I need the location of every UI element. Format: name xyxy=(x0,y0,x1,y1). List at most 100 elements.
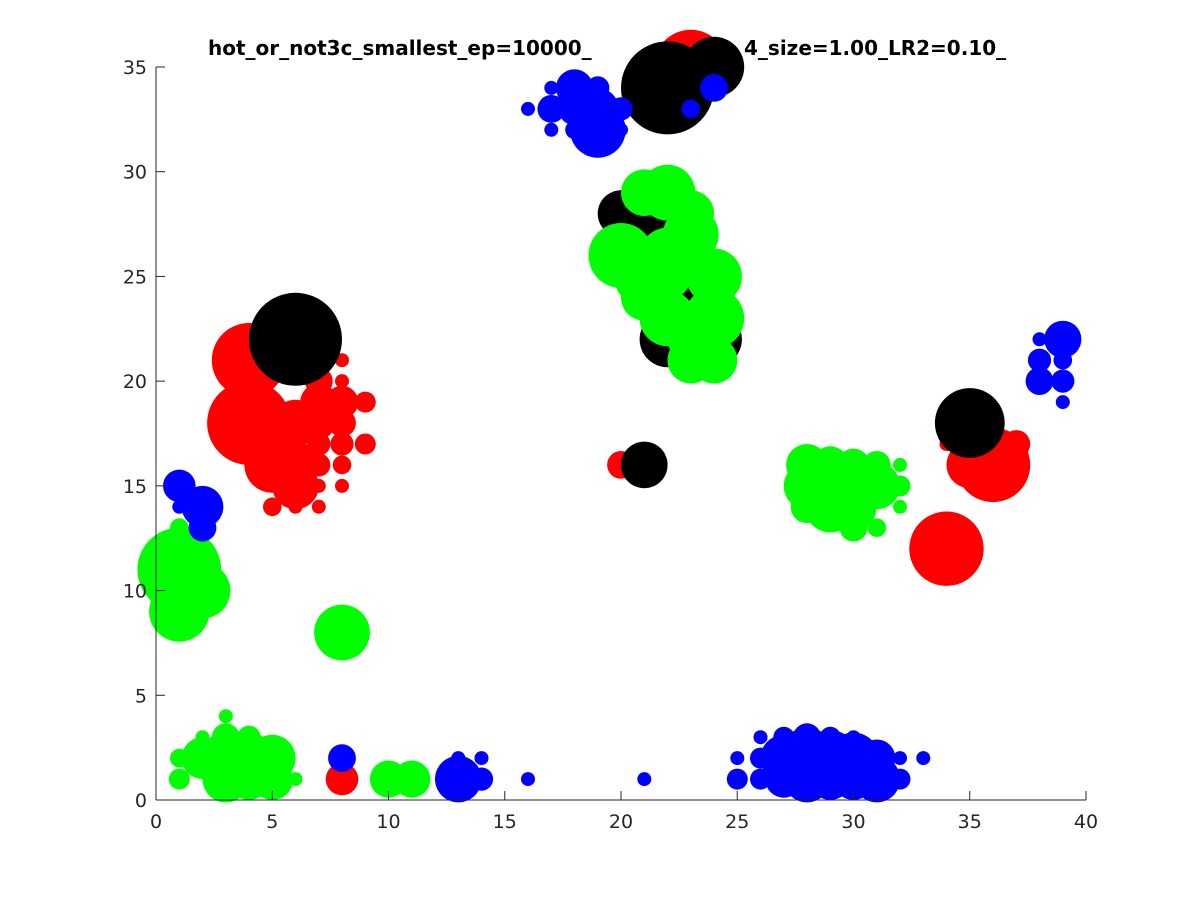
point-red-15 xyxy=(332,455,352,475)
y-tick-label: 35 xyxy=(123,57,147,79)
point-red-25 xyxy=(354,391,376,413)
point-green-47 xyxy=(837,448,870,482)
point-green-2 xyxy=(174,562,231,619)
point-blue-33 xyxy=(730,751,745,766)
point-red-33 xyxy=(1002,430,1031,458)
point-red-7 xyxy=(272,441,319,489)
chart-title: hot_or_not3c_smallest_ep=10000_ xyxy=(208,36,592,60)
point-blue-16 xyxy=(188,513,217,542)
y-tick-label: 20 xyxy=(123,371,147,393)
y-tick-label: 0 xyxy=(135,790,147,812)
point-blue-11 xyxy=(614,122,628,137)
data-points xyxy=(137,29,1082,803)
point-blue-51 xyxy=(916,751,931,766)
x-tick-label: 25 xyxy=(725,811,749,833)
point-green-3 xyxy=(158,527,201,570)
x-tick-label: 10 xyxy=(376,811,400,833)
point-blue-48 xyxy=(846,730,861,745)
point-green-49 xyxy=(889,475,911,497)
point-red-18 xyxy=(311,499,326,514)
y-tick-label: 15 xyxy=(123,476,147,498)
point-blue-22 xyxy=(1051,369,1075,393)
point-green-32 xyxy=(218,709,233,724)
point-blue-23 xyxy=(1053,350,1073,370)
x-tick-label: 5 xyxy=(266,811,278,833)
point-red-9 xyxy=(302,406,336,440)
point-green-33 xyxy=(237,725,261,749)
point-red-12 xyxy=(325,385,359,419)
point-black-8 xyxy=(621,441,668,489)
point-green-7 xyxy=(621,169,668,216)
y-tick-label: 5 xyxy=(135,685,147,707)
point-blue-50 xyxy=(893,751,907,766)
point-blue-21 xyxy=(1025,367,1054,395)
point-red-23 xyxy=(335,374,349,389)
point-blue-24 xyxy=(1055,395,1070,410)
point-green-52 xyxy=(839,513,868,542)
point-green-16 xyxy=(683,288,745,349)
point-blue-28 xyxy=(469,767,494,791)
point-green-20 xyxy=(667,232,715,279)
point-blue-36 xyxy=(753,730,768,745)
x-ticks: 0 5 10 15 20 25 30 35 40 xyxy=(150,791,1098,833)
point-blue-32 xyxy=(726,768,748,790)
point-red-5 xyxy=(263,497,282,517)
point-red-26 xyxy=(354,433,376,455)
point-green-18 xyxy=(690,336,738,384)
point-blue-34 xyxy=(750,768,771,790)
point-blue-12 xyxy=(681,99,701,119)
point-green-30 xyxy=(251,758,294,800)
point-black-2 xyxy=(683,36,745,98)
point-green-21 xyxy=(314,604,370,661)
point-red-16 xyxy=(311,478,326,493)
chart-title-right: 4_size=1.00_LR2=0.10_ xyxy=(744,36,1006,60)
point-blue-9 xyxy=(544,122,559,137)
point-red-36 xyxy=(325,762,359,796)
point-red-11 xyxy=(307,453,331,477)
point-red-14 xyxy=(330,432,354,456)
point-green-23 xyxy=(168,768,190,790)
point-red-24 xyxy=(335,478,349,493)
point-blue-29 xyxy=(474,751,489,766)
y-tick-label: 30 xyxy=(123,162,147,184)
point-blue-15 xyxy=(181,485,224,528)
point-blue-26 xyxy=(435,755,482,803)
point-blue-47 xyxy=(858,739,896,777)
point-blue-19 xyxy=(1032,332,1047,347)
x-tick-label: 0 xyxy=(150,811,162,833)
point-red-13 xyxy=(328,409,356,437)
point-green-50 xyxy=(893,499,907,514)
point-blue-31 xyxy=(637,772,652,787)
point-green-53 xyxy=(790,490,824,524)
point-green-37 xyxy=(393,760,431,798)
y-tick-label: 25 xyxy=(123,266,147,288)
x-tick-label: 35 xyxy=(958,811,982,833)
point-blue-25 xyxy=(328,744,356,772)
point-blue-5 xyxy=(609,97,633,121)
y-tick-label: 10 xyxy=(123,581,147,603)
point-green-31 xyxy=(288,772,303,787)
x-tick-label: 30 xyxy=(841,811,865,833)
point-green-48 xyxy=(893,457,907,472)
point-blue-13 xyxy=(700,74,728,102)
point-blue-20 xyxy=(1027,348,1052,372)
point-black-0 xyxy=(249,292,342,386)
point-blue-52 xyxy=(773,726,795,748)
point-green-4 xyxy=(170,518,189,537)
point-green-45 xyxy=(862,451,891,479)
point-red-35 xyxy=(909,511,984,586)
point-red-17 xyxy=(288,499,303,514)
point-blue-18 xyxy=(1044,320,1082,358)
axes: 0 5 10 15 20 25 30 35 40 0 5 10 15 20 25 30 35 xyxy=(123,57,1098,833)
y-ticks: 0 5 10 15 20 25 30 35 xyxy=(123,57,165,812)
point-blue-8 xyxy=(521,101,535,116)
point-blue-53 xyxy=(819,726,841,748)
point-green-35 xyxy=(211,723,240,752)
point-blue-30 xyxy=(521,772,535,787)
point-black-9 xyxy=(934,388,1005,458)
x-tick-label: 40 xyxy=(1074,811,1098,833)
point-blue-49 xyxy=(889,768,911,790)
point-blue-6 xyxy=(537,95,566,123)
x-tick-label: 20 xyxy=(609,811,633,833)
